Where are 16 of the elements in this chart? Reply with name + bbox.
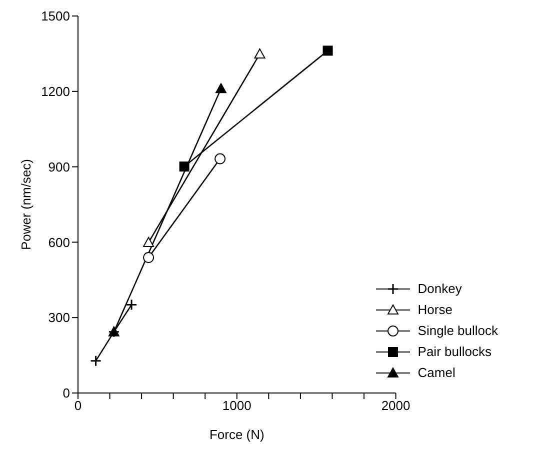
legend-label: Donkey	[418, 281, 462, 296]
y-tick-label: 0	[62, 386, 70, 401]
y-axis-title: Power (nm/sec)	[18, 158, 34, 250]
x-tick-label: 1000	[222, 398, 252, 414]
legend-label: Single bullock	[418, 323, 498, 338]
legend-label: Horse	[418, 302, 452, 317]
y-tick-label: 300	[48, 310, 70, 326]
x-tick-label: 2000	[381, 398, 410, 414]
x-axis-title: Force (N)	[209, 427, 264, 442]
y-tick-label: 900	[48, 159, 70, 174]
legend-label: Pair bullocks	[418, 344, 492, 359]
x-tick-label: 0	[74, 398, 82, 414]
y-tick-label: 1500	[41, 8, 70, 24]
legend-label: Camel	[418, 365, 456, 380]
y-tick-label: 600	[48, 234, 70, 250]
y-tick-label: 1200	[41, 84, 70, 100]
